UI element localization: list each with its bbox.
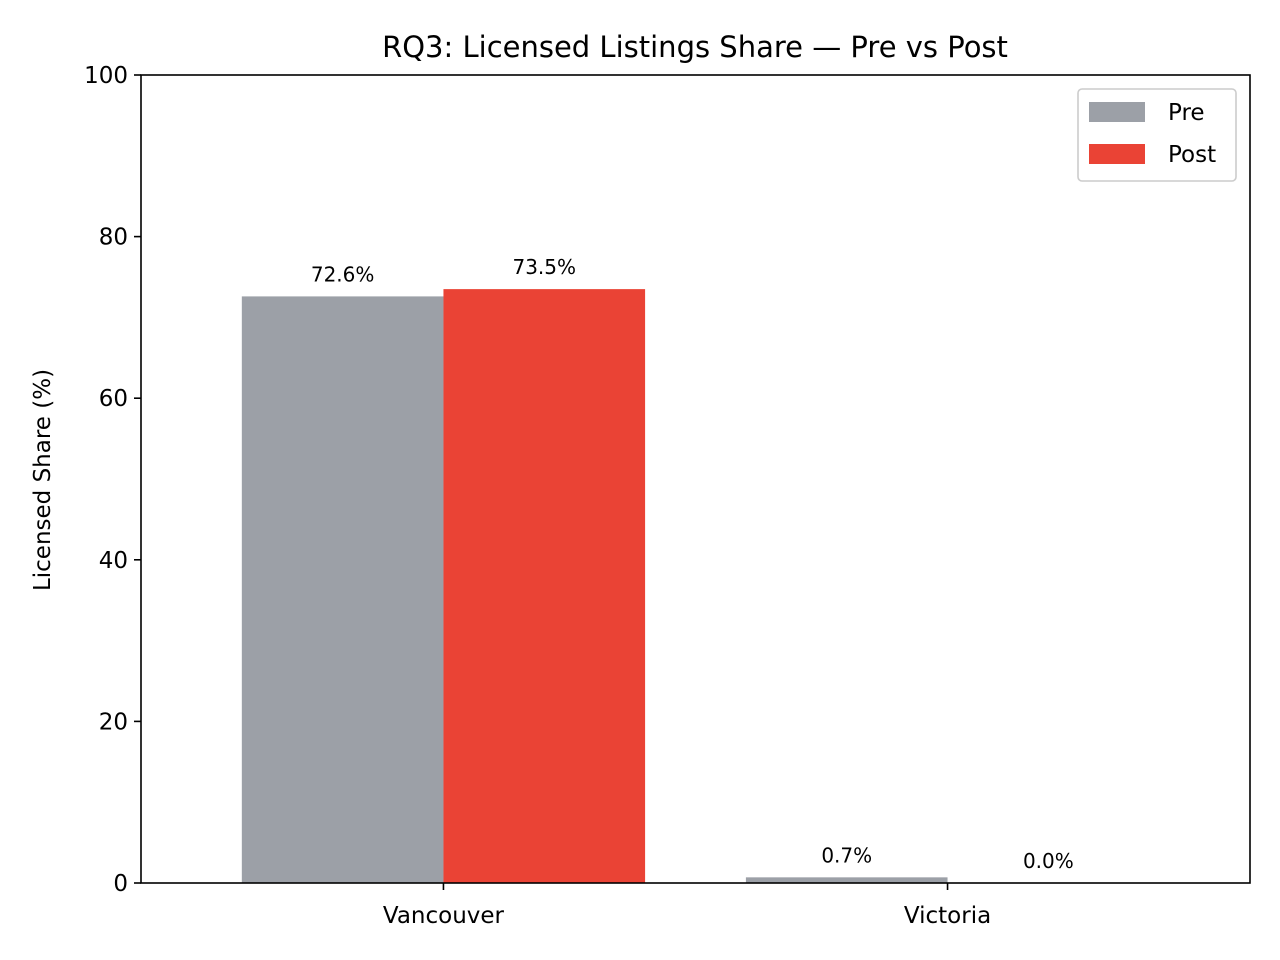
y-tick-label: 40 (99, 548, 128, 574)
bar-post-vancouver (443, 289, 646, 883)
data-label-pre-victoria: 0.7% (821, 843, 872, 867)
data-label-post-victoria: 0.0% (1023, 849, 1074, 873)
legend-swatch-pre (1089, 102, 1145, 122)
bar-pre-vancouver (241, 296, 444, 884)
legend-label-post: Post (1168, 142, 1216, 168)
legend: Pre Post (1077, 88, 1237, 182)
x-tick-label-vancouver: Vancouver (383, 903, 505, 929)
y-tick-label: 0 (113, 871, 128, 897)
x-tick-label-victoria: Victoria (904, 903, 991, 929)
legend-swatch-post (1089, 144, 1145, 164)
y-tick-label: 80 (99, 225, 128, 251)
bar-pre-victoria (745, 877, 948, 883)
data-label-pre-vancouver: 72.6% (311, 262, 375, 286)
y-tick-label: 60 (99, 386, 128, 412)
y-tick-label: 100 (84, 63, 128, 89)
y-axis-label: Licensed Share (%) (30, 369, 56, 591)
plot-frame (140, 74, 1251, 884)
y-tick-label: 20 (99, 709, 128, 735)
legend-label-pre: Pre (1168, 100, 1205, 126)
data-label-post-vancouver: 73.5% (512, 255, 576, 279)
plot-area: 72.6% 0.7% 73.5% 0.0% 0 20 40 60 80 100 Vancouver V… (84, 63, 1074, 929)
chart-title: RQ3: Licensed Listings Share — Pre vs Po… (382, 30, 1008, 64)
